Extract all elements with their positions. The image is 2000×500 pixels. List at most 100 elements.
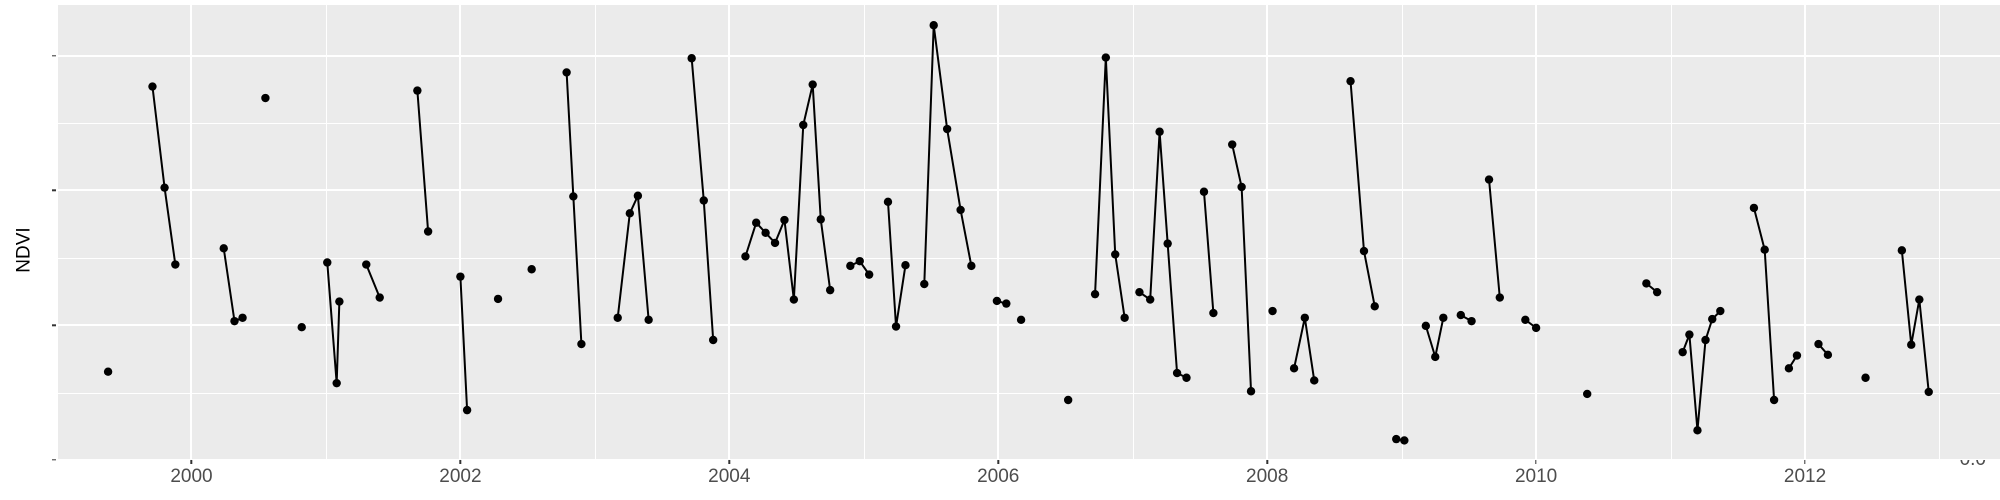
data-point [920,279,929,289]
gridline-x-minor [1132,5,1134,460]
series-segment [326,261,341,385]
data-point [493,294,503,304]
gridline-x-major [997,5,1000,460]
data-point [103,367,113,376]
data-point [846,261,855,271]
data-point [261,93,270,103]
data-point [1120,313,1129,322]
gridline-x-minor [325,5,327,460]
x-tick-label: 2012 [1783,466,1827,487]
data-point [1101,53,1111,62]
data-point [625,209,635,218]
y-tick-mark [52,324,56,326]
data-point [1346,76,1355,86]
gridline-y-major [57,324,2000,327]
y-axis-title: NDVI [13,227,35,273]
data-point [929,21,938,30]
data-point [967,261,976,271]
data-point [562,68,571,77]
data-point [375,293,384,302]
data-point [1652,287,1662,297]
gridline-x-major [1535,5,1538,460]
data-point [1370,302,1379,311]
data-point [1467,316,1476,326]
data-point [816,215,825,224]
data-point [1760,245,1769,254]
gridline-x-major [1266,5,1269,460]
series-segment [151,85,177,266]
data-point [992,296,1002,306]
data-point [1693,426,1702,435]
gridline-x-major [190,5,193,460]
gridline-y-major [57,54,2000,57]
data-point [1145,295,1155,304]
data-point [799,120,808,130]
data-point [569,192,578,201]
series-segment [1231,143,1253,393]
gridline-x-minor [1670,5,1672,460]
series-segment [416,89,430,233]
data-point [1531,323,1541,333]
data-point [1182,373,1191,382]
x-tick-label: 2004 [708,466,751,487]
x-tick-mark [1266,460,1268,464]
data-point [708,335,718,345]
data-point [1915,295,1924,304]
data-point [323,258,332,267]
data-point [891,322,901,331]
series-segment [1094,56,1126,319]
x-tick-mark [190,460,193,464]
data-point [1016,315,1026,324]
data-point [780,215,789,225]
gridline-x-minor [57,5,58,460]
x-tick-mark [459,460,462,464]
data-point [789,295,799,304]
data-point [1228,140,1237,149]
series-segment [1900,249,1930,393]
series-segment [459,275,469,412]
series-segment [744,83,832,301]
data-point [1163,239,1172,248]
data-point [1063,395,1073,405]
y-tick-mark [52,459,56,461]
gridline-x-minor [1939,5,1941,460]
data-point [633,191,643,200]
data-point [1111,250,1120,259]
data-point [1583,389,1592,399]
data-point [1135,287,1144,297]
data-point [1310,376,1319,385]
data-point [956,205,965,215]
data-point [761,228,770,238]
data-point [1784,364,1794,373]
data-point [1155,127,1164,136]
data-point [148,82,157,91]
data-point [1199,187,1209,196]
data-point [1268,306,1277,316]
data-point [423,227,433,236]
data-point [1439,313,1448,322]
series-segment [222,247,244,323]
data-point [527,265,536,274]
data-point [1431,352,1440,362]
data-point [644,315,653,324]
plot-panel [57,5,2000,460]
data-point [825,285,835,295]
data-point [1861,373,1870,382]
gridline-y-minor [57,122,2000,124]
y-tick-mark [52,54,56,57]
data-point [901,260,910,270]
data-point [413,86,422,95]
y-tick-mark [52,189,56,192]
x-tick-label: 2000 [170,466,213,487]
x-tick-mark [997,460,999,464]
data-point [613,313,622,322]
data-point [855,256,864,266]
gridline-y-major [57,189,2000,192]
x-tick-mark [728,460,731,464]
data-point [699,196,708,205]
data-point [1749,203,1759,213]
data-point [1209,308,1218,318]
data-point [1769,395,1779,405]
x-tick-label: 2010 [1514,466,1558,487]
